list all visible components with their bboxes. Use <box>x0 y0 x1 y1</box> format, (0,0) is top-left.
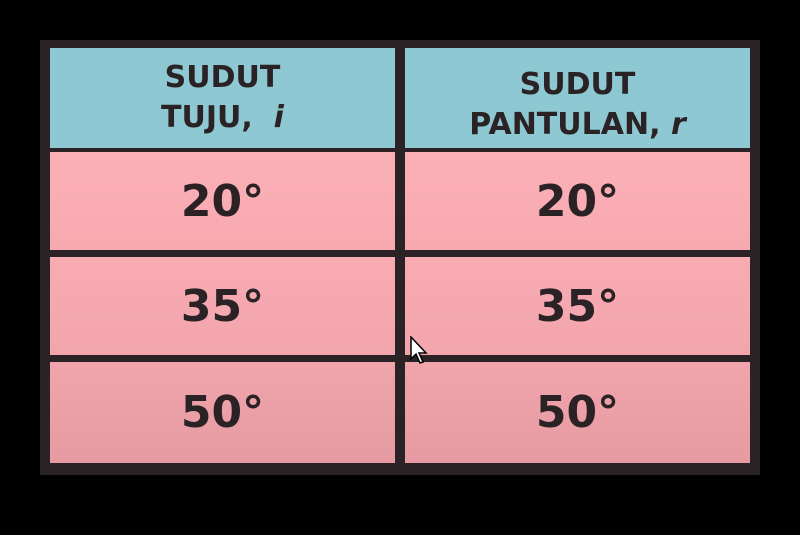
table-cell: 35° <box>50 257 395 355</box>
table-cell: 20° <box>50 152 395 250</box>
header-line: SUDUT <box>519 67 636 102</box>
header-line: PANTULAN, <box>469 107 661 142</box>
mouse-pointer-icon <box>410 336 428 364</box>
symbol-r: r <box>670 107 686 142</box>
table-cell: 35° <box>405 257 750 355</box>
header-angle-of-incidence: SUDUT TUJU, i <box>50 48 395 148</box>
header-line: TUJU, <box>161 100 253 135</box>
header-angle-of-reflection: SUDUT PANTULAN, r <box>405 48 750 148</box>
table-cell: 50° <box>405 362 750 463</box>
symbol-i: i <box>273 100 284 135</box>
table-cell: 20° <box>405 152 750 250</box>
table-cell: 50° <box>50 362 395 463</box>
header-line: SUDUT <box>164 60 281 95</box>
